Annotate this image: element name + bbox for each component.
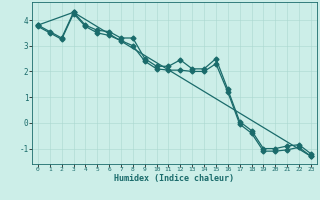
X-axis label: Humidex (Indice chaleur): Humidex (Indice chaleur) xyxy=(115,174,234,183)
